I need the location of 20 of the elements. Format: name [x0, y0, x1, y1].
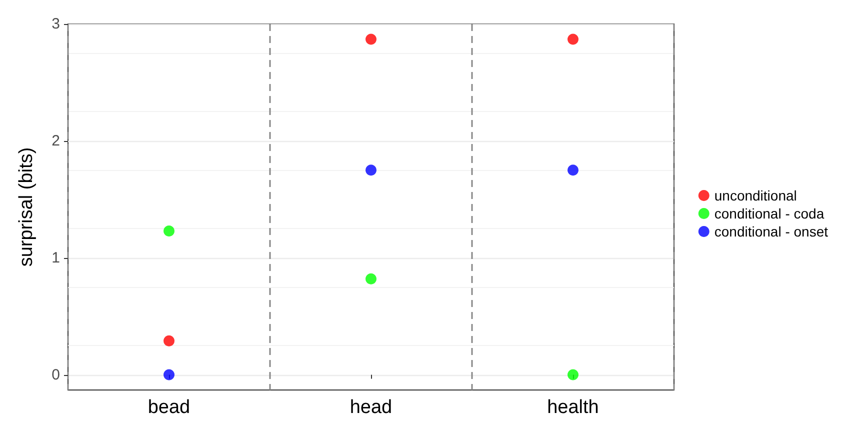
legend-label: conditional - coda [714, 206, 824, 222]
point [366, 273, 376, 284]
x-tick-label: bead [148, 397, 190, 418]
point [568, 369, 578, 380]
y-tick-label: 0 [52, 366, 60, 384]
legend-label: conditional - onset [714, 224, 828, 240]
point [164, 335, 174, 346]
point [568, 164, 578, 176]
point [366, 34, 376, 45]
x-tick-label: health [547, 397, 599, 418]
y-axis-title: surprisal (bits) [16, 147, 37, 267]
y-tick-label: 3 [52, 16, 60, 32]
y-tick-label: 2 [52, 132, 60, 150]
y-tick-label: 1 [52, 249, 60, 266]
point [164, 369, 174, 380]
x-tick-label: head [350, 397, 392, 418]
point [366, 164, 376, 176]
point [568, 34, 578, 45]
point [164, 225, 174, 236]
legend-label: unconditional [714, 188, 797, 204]
